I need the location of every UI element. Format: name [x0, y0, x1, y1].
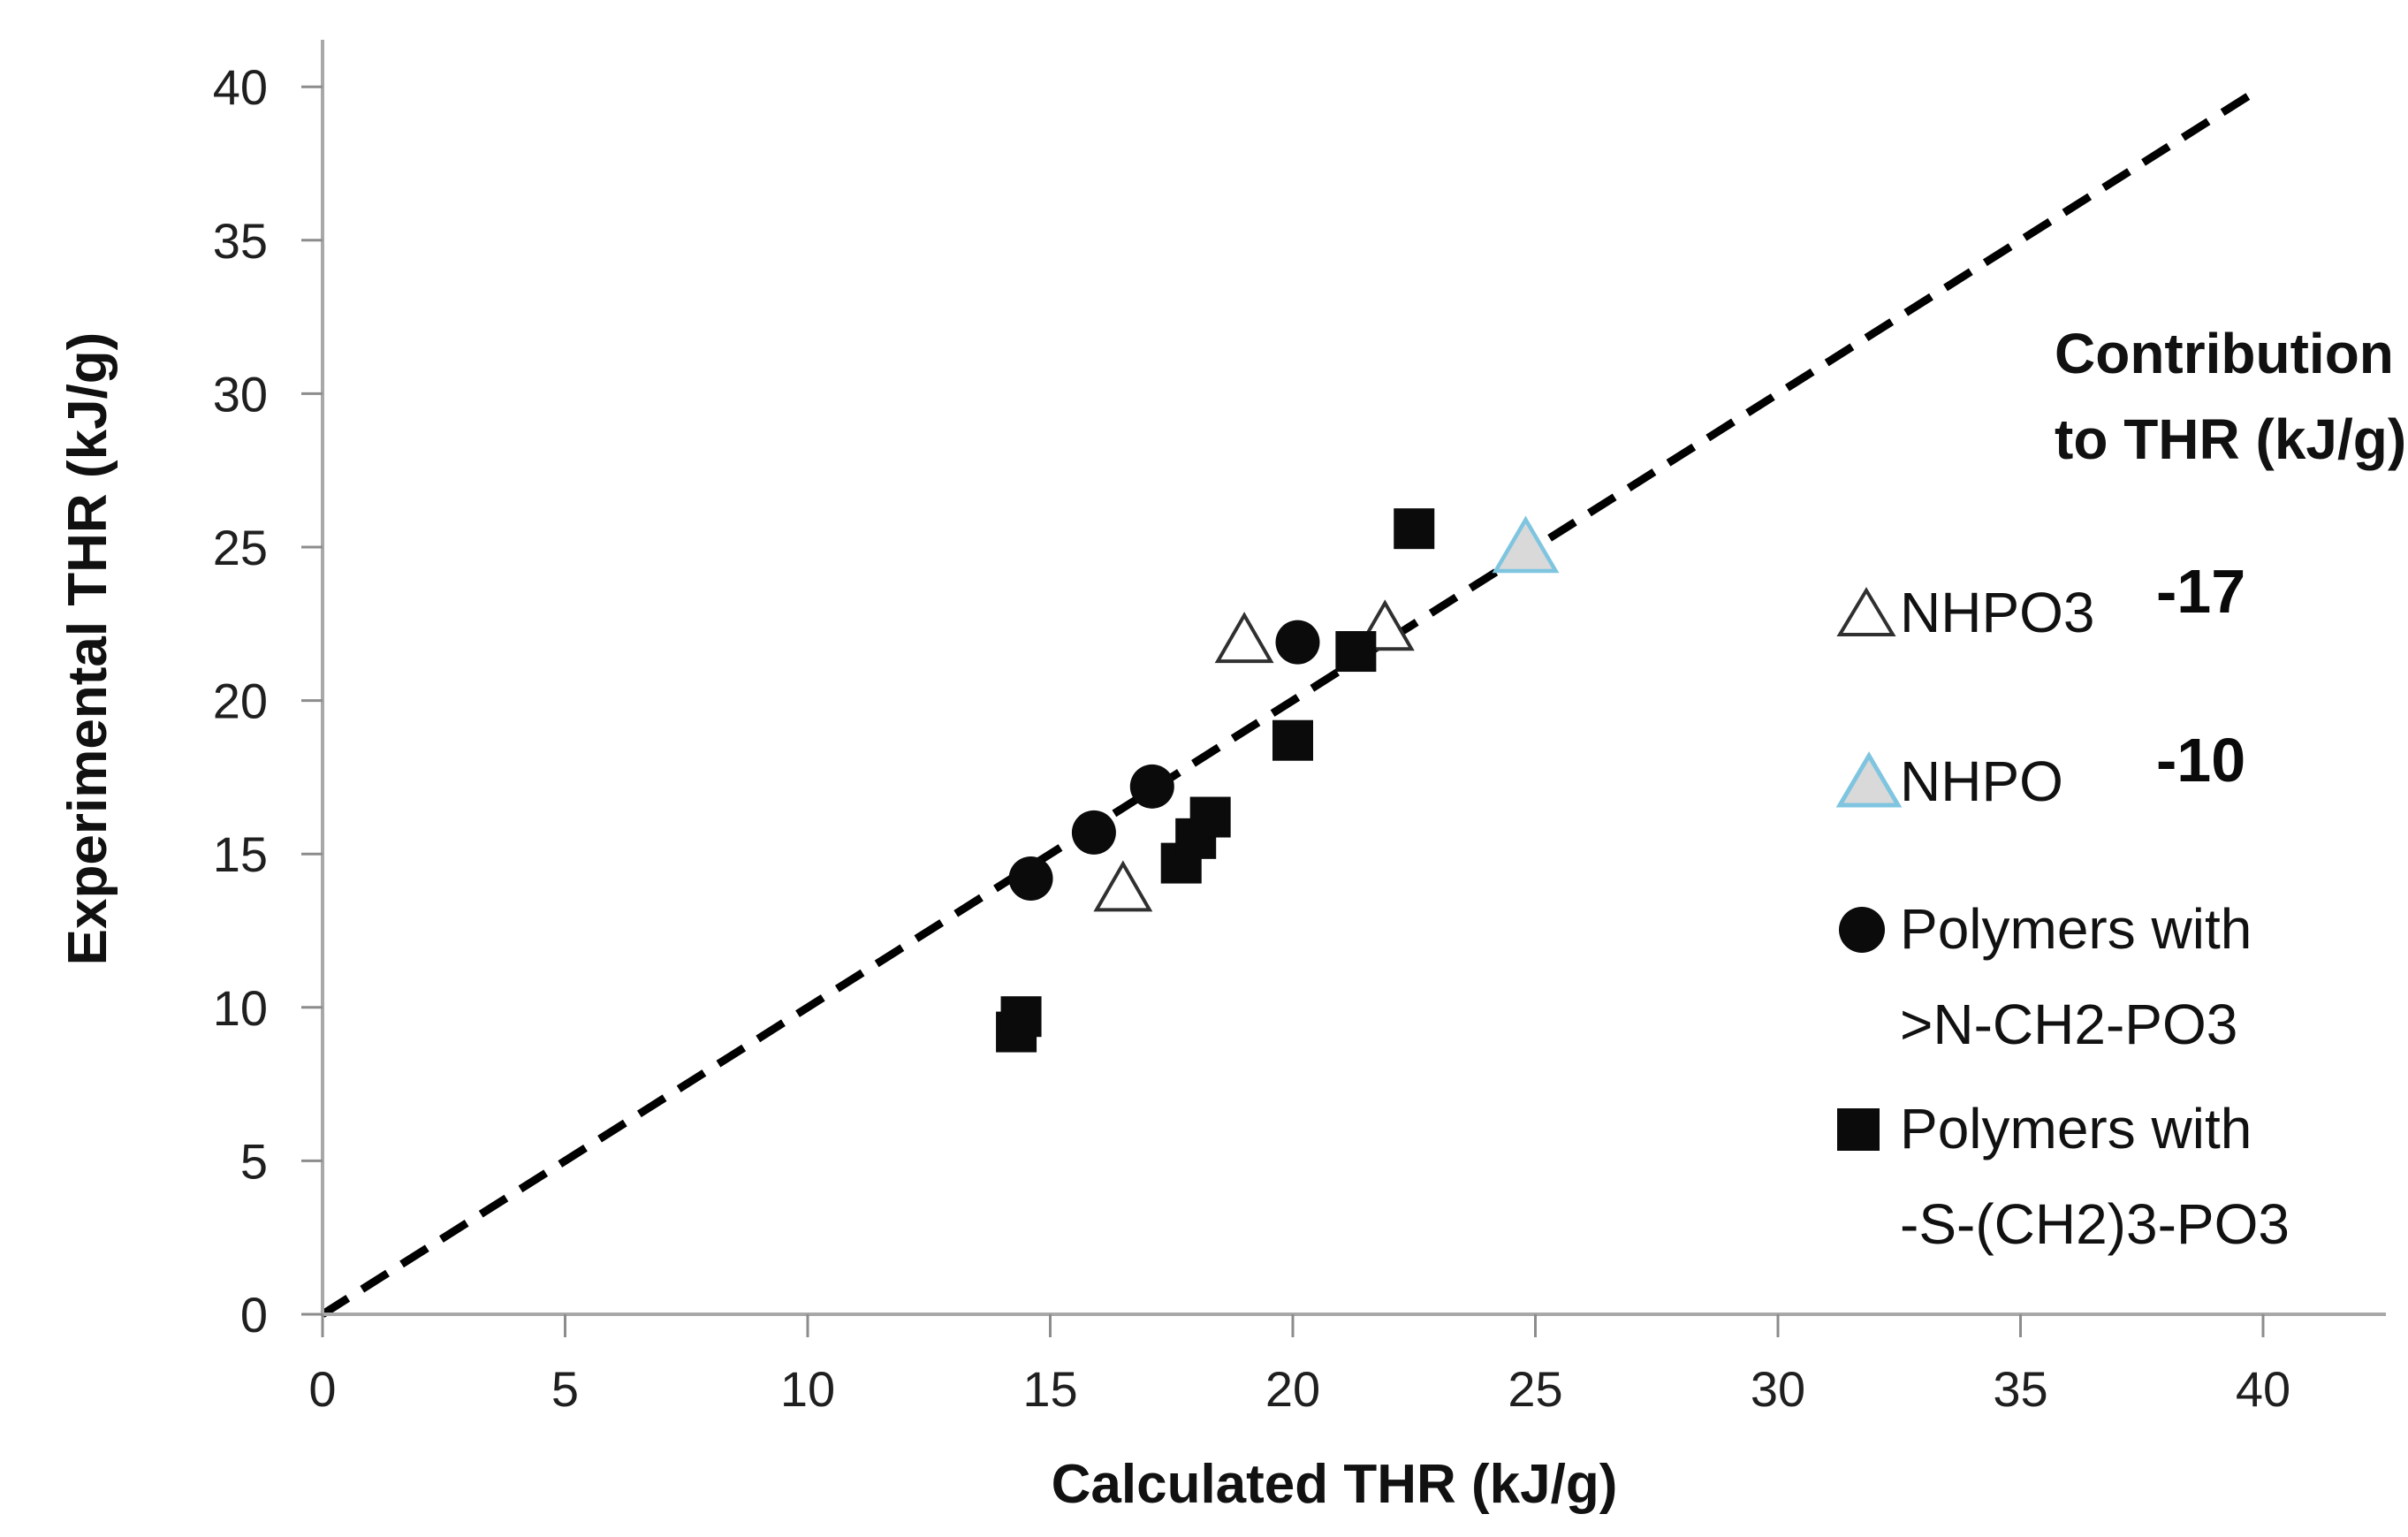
filled-square-icon [1837, 1108, 1880, 1151]
legend-header: Contribution to THR (kJ/g) [2055, 311, 2406, 483]
scatter-point-square [1394, 508, 1435, 550]
y-tick-label: 35 [213, 213, 268, 269]
legend-item-nhpo: NHPO -10 [1836, 726, 2366, 821]
y-tick-label: 20 [213, 673, 268, 729]
scatter-point-square [1000, 996, 1042, 1038]
legend-label-circle-polymers: Polymers with >N-CH2-PO3 [1900, 897, 2252, 1056]
scatter-point-square [1189, 796, 1231, 838]
legend-label-nhpo3: NHPO3 [1900, 581, 2095, 644]
legend-item-circle-polymers: Polymers with >N-CH2-PO3 [1836, 881, 2366, 1076]
y-tick-label: 0 [240, 1287, 268, 1343]
x-tick-label: 15 [1022, 1361, 1077, 1417]
legend-label-nhpo: NHPO [1900, 749, 2063, 813]
x-tick-label: 0 [308, 1361, 336, 1417]
filled-circle-icon [1839, 907, 1885, 953]
x-tick-label: 30 [1751, 1361, 1805, 1417]
x-tick-label: 40 [2236, 1361, 2290, 1417]
x-tick-label: 20 [1265, 1361, 1320, 1417]
scatter-point-circle [1129, 764, 1174, 809]
legend-header-line1: Contribution [2055, 322, 2394, 385]
y-tick-label: 25 [213, 520, 268, 575]
x-tick-label: 5 [551, 1361, 579, 1417]
y-axis-title: Experimental THR (kJ/g) [57, 331, 118, 966]
legend-header-line2: to THR (kJ/g) [2055, 407, 2407, 471]
x-tick-label: 25 [1508, 1361, 1562, 1417]
x-tick-label: 10 [780, 1361, 835, 1417]
y-tick-label: 10 [213, 980, 268, 1036]
scatter-point-circle [1008, 856, 1053, 901]
y-tick-label: 40 [213, 59, 268, 115]
filled-triangle-icon [1836, 751, 1903, 808]
scatter-point-nhpo3 [1214, 612, 1274, 664]
legend-label-square-polymers: Polymers with -S-(CH2)3-PO3 [1900, 1097, 2290, 1256]
legend-item-square-polymers: Polymers with -S-(CH2)3-PO3 [1836, 1081, 2366, 1275]
y-tick-label: 30 [213, 366, 268, 422]
legend-value-nhpo: -10 [2156, 726, 2246, 795]
identity-dashed-line [320, 92, 2251, 1318]
y-tick-label: 15 [213, 826, 268, 882]
legend-value-nhpo3: -17 [2156, 557, 2246, 626]
legend-item-nhpo3: NHPO3 -17 [1836, 557, 2366, 652]
open-triangle-icon [1836, 587, 1896, 636]
scatter-point-circle [1275, 620, 1320, 665]
scatter-point-square [1335, 631, 1377, 673]
scatter-point-square [1272, 719, 1313, 761]
scatter-point-nhpo3 [1093, 860, 1153, 912]
scatter-point-nhpo [1492, 515, 1560, 574]
x-tick-label: 35 [1993, 1361, 2047, 1417]
scatter-point-circle [1071, 810, 1116, 855]
x-axis-title: Calculated THR (kJ/g) [1051, 1454, 1618, 1515]
y-tick-label: 5 [240, 1133, 268, 1189]
